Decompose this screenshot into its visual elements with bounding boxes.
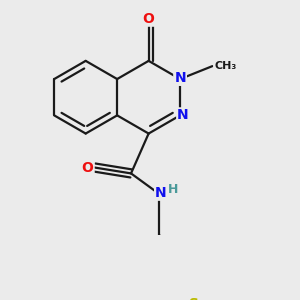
Text: O: O [143, 12, 154, 26]
Text: S: S [189, 297, 199, 300]
Text: N: N [174, 71, 186, 85]
Text: N: N [177, 108, 189, 122]
Text: O: O [82, 160, 94, 175]
Text: N: N [155, 186, 167, 200]
Text: H: H [167, 183, 178, 196]
Text: CH₃: CH₃ [214, 61, 236, 71]
